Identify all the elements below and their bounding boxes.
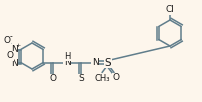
Text: CH₃: CH₃: [94, 74, 109, 83]
Text: H: H: [64, 52, 70, 61]
Text: S: S: [104, 58, 111, 68]
Text: N: N: [11, 44, 17, 54]
Text: O: O: [6, 52, 13, 60]
Text: O: O: [49, 74, 56, 83]
Text: Cl: Cl: [165, 6, 174, 14]
Text: S: S: [78, 74, 83, 83]
Text: O: O: [3, 36, 10, 45]
Text: +: +: [15, 43, 20, 48]
Text: N: N: [63, 58, 70, 67]
Text: -: -: [9, 32, 12, 41]
Text: N: N: [91, 58, 98, 67]
Text: O: O: [112, 73, 119, 82]
Text: N: N: [11, 59, 17, 68]
